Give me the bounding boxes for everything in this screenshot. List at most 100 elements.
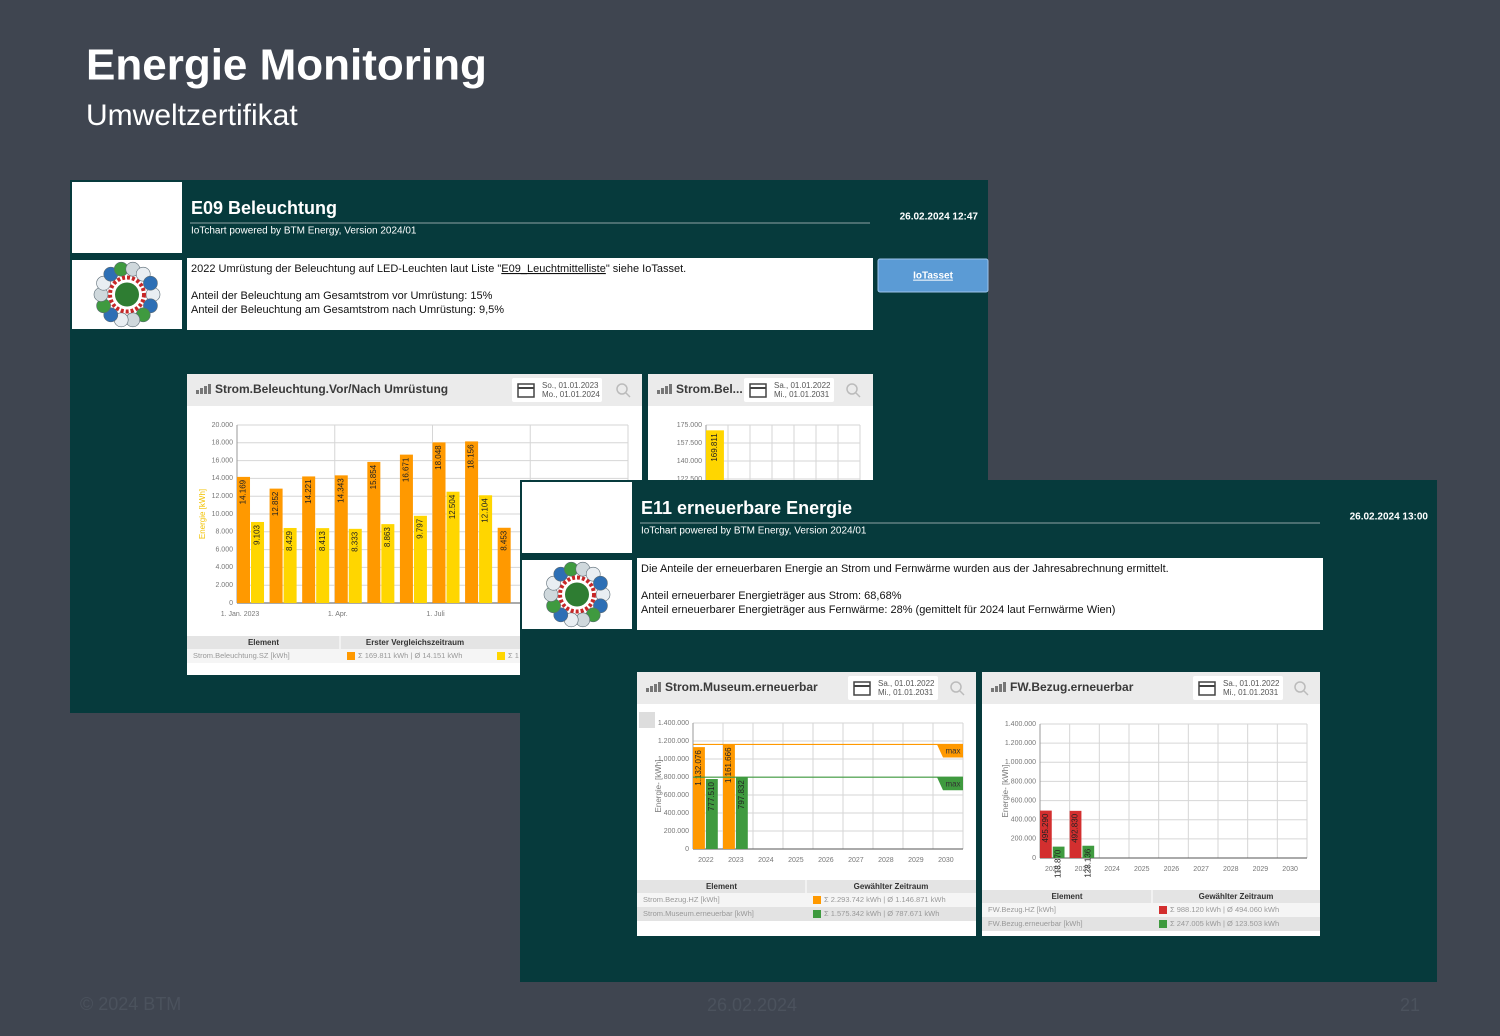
x-tick-label: 1. Jan. 2023 — [221, 611, 260, 618]
bar — [446, 491, 460, 603]
date-from: So., 01.01.2023 — [542, 381, 599, 390]
value-label: 8.333 — [350, 531, 359, 552]
chart-icon — [650, 686, 653, 692]
x-tick-label: 2029 — [1253, 866, 1269, 873]
legend-header-label: Element — [706, 882, 737, 891]
y-tick-label: 0 — [685, 846, 689, 853]
chart-icon — [995, 686, 998, 692]
value-label: 12.104 — [481, 498, 490, 523]
x-tick-label: 2026 — [818, 857, 834, 864]
footer-right: 21 — [1400, 995, 1420, 1015]
info-text-part: " siehe IoTasset. — [606, 263, 686, 275]
logo-ring — [558, 575, 596, 614]
max-label: max — [945, 779, 960, 788]
value-label: 169.811 — [710, 433, 719, 462]
bar — [1052, 846, 1065, 858]
value-label: 1.132.076 — [694, 750, 703, 786]
chart-icon — [661, 388, 664, 394]
zoom-icon[interactable] — [846, 383, 858, 395]
zoom-handle — [625, 392, 631, 398]
y-tick-label: 0 — [1032, 855, 1036, 862]
value-label: 16.671 — [402, 457, 411, 482]
x-tick-label: 2024 — [758, 857, 774, 864]
calendar-icon — [517, 383, 535, 398]
panel-subtitle: IoTchart powered by BTM Energy, Version … — [641, 526, 867, 537]
bar — [465, 441, 479, 603]
info-link[interactable]: E09_Leuchtmittelliste — [501, 263, 606, 275]
chart-icon — [991, 688, 994, 692]
iotasset-button[interactable] — [877, 258, 989, 293]
bar — [334, 475, 348, 603]
bar — [735, 777, 748, 849]
chart-icon — [657, 390, 660, 394]
x-tick-label: 1. Apr. — [328, 611, 348, 618]
x-tick-label: 2026 — [1164, 866, 1180, 873]
legend-value: Σ 1 — [508, 651, 519, 660]
legend-header-label: Gewählter Zeitraum — [854, 882, 929, 891]
panel-date: 26.02.2024 13:00 — [1350, 512, 1429, 523]
bar — [269, 488, 283, 603]
logo-dot — [593, 575, 608, 591]
y-axis-label: Energie- [kWh] — [654, 760, 663, 813]
y-axis-label: Energie- [kWh] — [1001, 765, 1010, 818]
chart-icon — [208, 384, 211, 394]
bar — [316, 528, 330, 603]
panel-date: 26.02.2024 12:47 — [900, 212, 979, 223]
legend-header-label: Element — [248, 638, 279, 647]
bar — [251, 521, 265, 603]
zoom-handle — [1303, 690, 1309, 696]
chart-icon — [999, 684, 1002, 692]
y-tick-label: 10.000 — [212, 511, 234, 518]
y-axis-label: Energie [kWh] — [198, 489, 207, 539]
x-tick-label: 2023 — [728, 857, 744, 864]
y-tick-label: 12.000 — [212, 493, 234, 500]
calendar-icon — [749, 383, 767, 398]
bar — [1040, 810, 1052, 858]
bar — [705, 779, 718, 849]
y-tick-label: 1.400.000 — [658, 720, 689, 727]
panel: E11 erneuerbare Energie IoTchart powered … — [520, 480, 1437, 982]
legend-swatch — [347, 652, 355, 660]
bar — [1069, 810, 1082, 858]
value-label: 492.830 — [1071, 813, 1080, 842]
y-tick-label: 200.000 — [664, 828, 689, 835]
legend-element: FW.Bezug.HZ [kWh] — [988, 905, 1056, 914]
iotasset-button-label[interactable]: IoTasset — [913, 271, 953, 282]
y-tick-label: 1.000.000 — [658, 756, 689, 763]
x-tick-label: 2024 — [1104, 866, 1120, 873]
legend-header-label: Erster Vergleichszeitraum — [366, 638, 464, 647]
x-tick-label: 2028 — [1223, 866, 1239, 873]
legend-row — [637, 907, 976, 921]
zoom-icon[interactable] — [950, 681, 962, 693]
y-tick-label: 400.000 — [1011, 817, 1036, 824]
max-tag — [937, 744, 963, 758]
bar — [497, 527, 511, 603]
x-tick-label: 2025 — [788, 857, 804, 864]
date-to: Mi., 01.01.2031 — [878, 688, 934, 697]
legend-swatch — [813, 896, 821, 904]
bar — [399, 454, 413, 603]
bar — [479, 495, 493, 603]
bar — [367, 461, 381, 603]
x-tick-label: 1. Juli — [426, 611, 445, 618]
y-tick-label: 400.000 — [664, 810, 689, 817]
value-label: 15.854 — [369, 464, 378, 489]
value-label: 128.136 — [1083, 848, 1092, 877]
zoom-icon[interactable] — [1294, 681, 1306, 693]
footer-center: 26.02.2024 — [707, 995, 797, 1015]
x-tick-label: 2030 — [1282, 866, 1298, 873]
legend-value: Σ 169.811 kWh | Ø 14.151 kWh — [358, 651, 462, 660]
bar — [723, 744, 735, 849]
legend-swatch — [497, 652, 505, 660]
zoom-icon[interactable] — [616, 383, 628, 395]
y-tick-label: 175.000 — [677, 422, 702, 429]
chart-title: Strom.Beleuchtung.Vor/Nach Umrüstung — [215, 382, 448, 396]
y-tick-label: 157.500 — [677, 440, 702, 447]
value-label: 9.797 — [416, 518, 425, 539]
date-from: Sa., 01.01.2022 — [774, 381, 831, 390]
chart-title: Strom.Museum.erneuerbar — [665, 680, 818, 694]
bar — [237, 476, 251, 603]
value-label: 8.453 — [499, 530, 508, 551]
